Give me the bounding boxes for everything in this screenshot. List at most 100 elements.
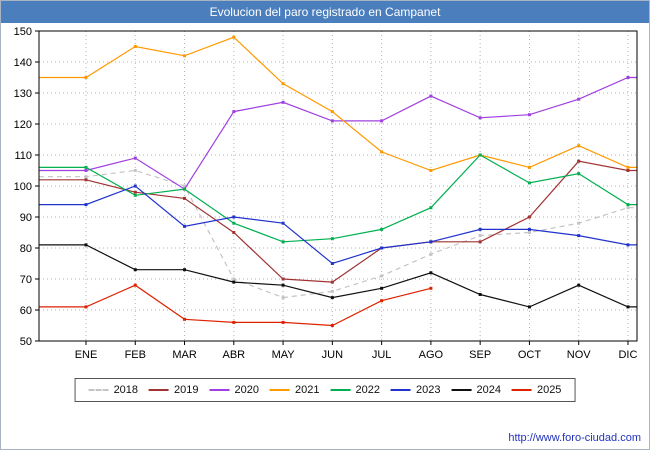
series-line-2018 bbox=[39, 169, 637, 299]
data-point-2018 bbox=[380, 274, 384, 278]
data-point-2018 bbox=[232, 277, 236, 281]
data-point-2019 bbox=[527, 215, 531, 219]
data-point-2019 bbox=[626, 169, 630, 172]
data-point-2018 bbox=[527, 231, 531, 234]
data-point-2020 bbox=[281, 100, 285, 104]
data-point-2024 bbox=[527, 305, 531, 309]
data-point-2025 bbox=[232, 320, 236, 324]
series-line-2020 bbox=[39, 76, 637, 190]
data-point-2023 bbox=[577, 234, 581, 238]
legend-item-2019: 2019 bbox=[149, 384, 199, 396]
y-axis-label: 120 bbox=[14, 119, 32, 131]
data-point-2023 bbox=[626, 243, 630, 247]
data-point-2024 bbox=[183, 268, 187, 272]
data-point-2023 bbox=[84, 203, 88, 207]
data-point-2024 bbox=[330, 296, 334, 300]
legend-swatch-2022 bbox=[330, 389, 351, 391]
data-point-2020 bbox=[626, 76, 630, 79]
data-point-2025 bbox=[84, 305, 88, 309]
legend-label-2025: 2025 bbox=[536, 384, 562, 396]
data-point-2023 bbox=[478, 227, 482, 231]
legend-swatch-2021 bbox=[270, 389, 291, 391]
y-axis-label: 110 bbox=[14, 150, 32, 162]
y-axis-label: 50 bbox=[20, 336, 32, 348]
data-point-2024 bbox=[133, 268, 137, 272]
y-axis-label: 80 bbox=[20, 243, 32, 255]
data-point-2019 bbox=[84, 178, 88, 182]
data-point-2021 bbox=[133, 45, 137, 48]
series-line-2024 bbox=[39, 244, 637, 308]
data-point-2021 bbox=[577, 144, 581, 148]
legend-item-2023: 2023 bbox=[390, 384, 440, 396]
data-point-2020 bbox=[478, 116, 482, 120]
data-point-2018 bbox=[330, 289, 334, 293]
series-line-2023 bbox=[39, 185, 637, 265]
footer-link[interactable]: http://www.foro-ciudad.com bbox=[508, 432, 641, 444]
line-chart-plot: 50 60 70 80 90 100 110 120 130 140 150 ENE FEB MAR ABR… bbox=[14, 26, 638, 361]
data-point-2019 bbox=[577, 159, 581, 163]
x-axis-label: JUL bbox=[372, 349, 392, 361]
data-point-2025 bbox=[330, 324, 334, 327]
data-point-2019 bbox=[133, 190, 137, 194]
y-axis-label: 90 bbox=[20, 212, 32, 224]
data-point-2019 bbox=[478, 240, 482, 244]
data-point-2021 bbox=[281, 82, 285, 86]
data-point-2024 bbox=[429, 271, 433, 275]
y-axis-label: 100 bbox=[14, 181, 32, 193]
chart-legend: 2018 2019 2020 2021 2022 2023 2024 2025 bbox=[74, 378, 576, 402]
legend-label-2019: 2019 bbox=[174, 384, 199, 396]
legend-item-2025: 2025 bbox=[511, 384, 562, 396]
legend-swatch-2023 bbox=[390, 389, 411, 391]
data-point-2020 bbox=[429, 94, 433, 98]
x-axis-label: DIC bbox=[618, 349, 637, 361]
data-point-2019 bbox=[232, 231, 236, 234]
data-point-2024 bbox=[281, 283, 285, 287]
data-point-2023 bbox=[429, 240, 433, 244]
data-point-2022 bbox=[133, 193, 137, 197]
chart-title-bar: Evolucion del paro registrado en Campane… bbox=[1, 1, 649, 23]
legend-swatch-2025 bbox=[511, 389, 532, 391]
data-point-2021 bbox=[232, 35, 236, 39]
data-point-2023 bbox=[183, 224, 187, 228]
data-point-2021 bbox=[183, 54, 187, 58]
data-point-2020 bbox=[330, 119, 334, 123]
y-axis-label: 70 bbox=[20, 274, 32, 286]
x-axis-label: FEB bbox=[125, 349, 146, 361]
data-point-2023 bbox=[527, 227, 531, 231]
data-point-2021 bbox=[84, 76, 88, 79]
data-point-2020 bbox=[232, 110, 236, 114]
data-point-2022 bbox=[626, 203, 630, 207]
data-point-2024 bbox=[380, 286, 384, 290]
data-point-2020 bbox=[577, 97, 581, 101]
y-axis-label: 150 bbox=[14, 26, 32, 38]
data-point-2021 bbox=[429, 169, 433, 172]
legend-item-2020: 2020 bbox=[209, 384, 259, 396]
y-axis-label: 130 bbox=[14, 88, 32, 100]
chart-title: Evolucion del paro registrado en Campane… bbox=[209, 5, 441, 19]
legend-label-2018: 2018 bbox=[113, 384, 139, 396]
data-point-2025 bbox=[281, 320, 285, 324]
data-point-2020 bbox=[133, 156, 137, 160]
legend-item-2024: 2024 bbox=[451, 384, 501, 396]
data-point-2022 bbox=[281, 240, 285, 244]
data-point-2025 bbox=[429, 286, 433, 290]
x-axis-label: ENE bbox=[75, 349, 98, 361]
data-point-2018 bbox=[478, 234, 482, 238]
data-point-2024 bbox=[232, 280, 236, 284]
legend-label-2022: 2022 bbox=[355, 384, 380, 396]
data-point-2021 bbox=[626, 165, 630, 169]
legend-swatch-2018 bbox=[88, 389, 109, 391]
data-point-2023 bbox=[281, 221, 285, 225]
data-point-2022 bbox=[183, 187, 187, 191]
x-axis-label: MAY bbox=[272, 349, 296, 361]
data-point-2019 bbox=[281, 277, 285, 281]
data-point-2023 bbox=[380, 246, 384, 250]
legend-swatch-2020 bbox=[209, 389, 230, 391]
data-point-2019 bbox=[183, 196, 187, 200]
data-point-2018 bbox=[183, 184, 187, 188]
x-axis-label: ABR bbox=[222, 349, 245, 361]
x-axis-label: OCT bbox=[518, 349, 542, 361]
x-axis-label: NOV bbox=[567, 349, 592, 361]
x-axis-label: MAR bbox=[172, 349, 197, 361]
